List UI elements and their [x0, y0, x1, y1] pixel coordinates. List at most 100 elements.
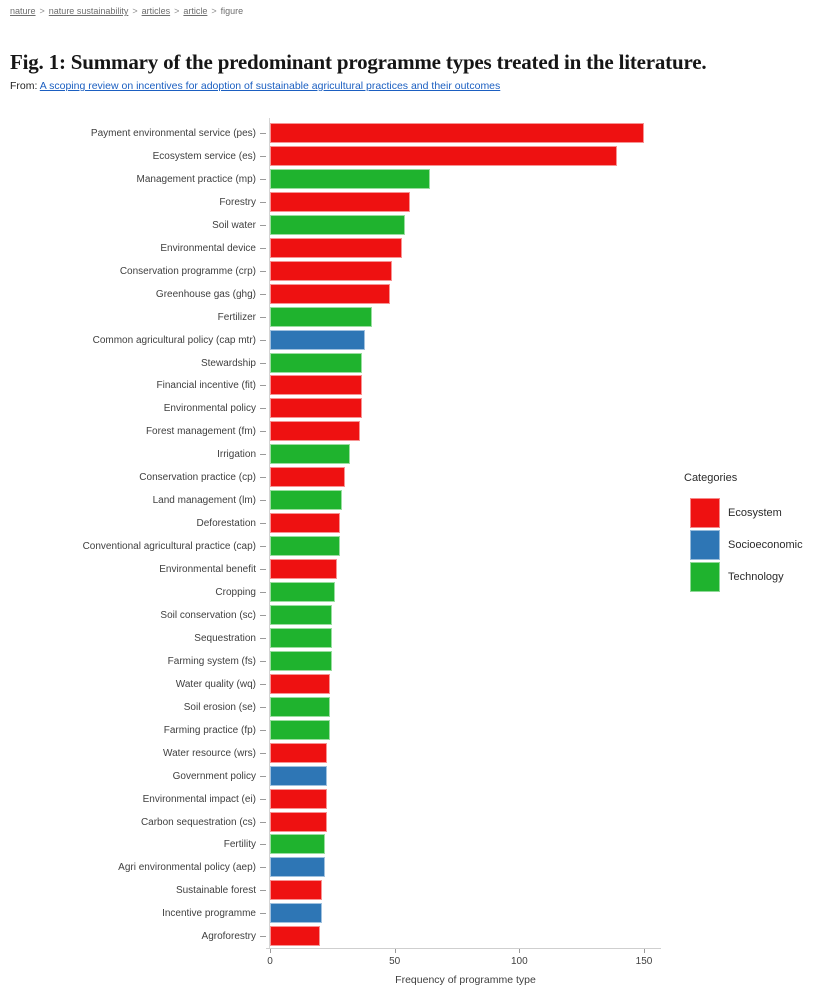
source-article-link[interactable]: A scoping review on incentives for adopt… [39, 80, 501, 92]
bar [270, 765, 328, 786]
y-tick [260, 913, 266, 915]
y-tick [260, 201, 266, 203]
y-axis-line [269, 118, 270, 948]
bar [270, 398, 363, 419]
bar [270, 123, 644, 143]
bar [270, 168, 430, 189]
bar-label: Conservation practice (cp) [139, 472, 256, 484]
bar-label: Agroforestry [201, 931, 256, 943]
legend-label-ecosystem: Ecosystem [728, 507, 782, 519]
x-tick-label: 150 [635, 956, 653, 967]
y-tick [260, 798, 266, 800]
bar [270, 880, 323, 901]
bar-label: Environmental device [160, 242, 256, 254]
bar-label: Stewardship [200, 357, 256, 369]
bar-label: Sequestration [194, 632, 256, 644]
legend-swatch-socioeconomic [690, 530, 720, 560]
y-tick [260, 270, 266, 272]
y-tick [260, 133, 266, 134]
y-tick [260, 385, 266, 387]
bar [270, 926, 320, 947]
bar-label: Forestry [219, 196, 256, 208]
legend-label-technology: Technology [728, 571, 784, 583]
bar [270, 306, 373, 327]
bar-label: Conservation programme (crp) [119, 265, 256, 277]
bar [270, 742, 328, 763]
x-axis-line [266, 948, 661, 949]
bar [270, 191, 410, 212]
y-tick [260, 775, 266, 777]
bar-label: Carbon sequestration (cs) [140, 816, 256, 828]
y-tick [260, 936, 266, 938]
y-tick [260, 821, 266, 823]
y-tick [260, 155, 266, 157]
bar [270, 145, 617, 166]
bar-label: Conventional agricultural practice (cap) [82, 541, 256, 553]
bar [270, 260, 393, 281]
bar [270, 696, 330, 717]
bar-label: Soil water [212, 219, 256, 231]
bar-label: Fertility [223, 839, 256, 851]
bar-label: Government policy [172, 770, 256, 782]
bar [270, 237, 403, 258]
bar-label: Environmental benefit [159, 564, 256, 576]
y-tick [260, 752, 266, 754]
breadcrumb-separator: > [39, 6, 45, 16]
bar [270, 444, 350, 465]
from-line: From: A scoping review on incentives for… [10, 80, 500, 92]
y-tick [260, 890, 266, 892]
breadcrumb-link[interactable]: articles [141, 6, 171, 16]
bar [270, 467, 345, 488]
y-tick [260, 867, 266, 869]
bar-label: Farming system (fs) [167, 655, 256, 667]
y-tick [260, 224, 266, 226]
bar-label: Water resource (wrs) [163, 747, 256, 759]
bar-label: Irrigation [217, 449, 256, 461]
y-tick [260, 844, 266, 846]
x-tick-label: 50 [389, 956, 401, 967]
y-tick [260, 706, 266, 708]
bar [270, 283, 390, 304]
bar-label: Sustainable forest [175, 885, 256, 897]
x-tick-label: 100 [510, 956, 528, 967]
bar [270, 857, 325, 878]
y-tick [260, 454, 266, 456]
y-tick [260, 660, 266, 662]
bar [270, 352, 363, 373]
y-tick [260, 362, 266, 364]
bar-label: Incentive programme [162, 908, 256, 920]
y-tick [260, 614, 266, 616]
x-tick [270, 949, 271, 953]
y-tick [260, 569, 266, 571]
breadcrumb-link[interactable]: article [183, 6, 208, 16]
legend-label-socioeconomic: Socioeconomic [728, 539, 803, 551]
breadcrumb-link[interactable]: nature sustainability [48, 6, 129, 16]
x-tick [519, 949, 521, 953]
y-tick [260, 316, 266, 318]
bar [270, 559, 338, 580]
y-tick [260, 247, 266, 249]
bar-label: Financial incentive (fit) [156, 380, 256, 392]
bar-label: Soil erosion (se) [183, 701, 256, 713]
bar-label: Ecosystem service (es) [152, 150, 256, 162]
bar [270, 673, 330, 694]
bar [270, 214, 405, 235]
bar [270, 834, 325, 855]
bar [270, 490, 343, 511]
from-prefix: From: [10, 80, 38, 92]
y-tick [260, 500, 266, 502]
breadcrumb-link[interactable]: nature [10, 6, 36, 16]
x-tick [644, 949, 645, 953]
y-tick [260, 431, 266, 433]
bar [270, 513, 340, 534]
bar [270, 375, 363, 396]
bar-label: Deforestation [196, 518, 256, 530]
bar-label: Forest management (fm) [145, 426, 256, 438]
bar-label: Land management (lm) [152, 495, 256, 507]
breadcrumb-current: figure [220, 6, 244, 16]
breadcrumb: nature > nature sustainability > articles > ar… [10, 6, 243, 16]
y-tick [260, 408, 266, 410]
bar-label: Fertilizer [217, 311, 256, 323]
legend-swatch-ecosystem [690, 498, 720, 528]
